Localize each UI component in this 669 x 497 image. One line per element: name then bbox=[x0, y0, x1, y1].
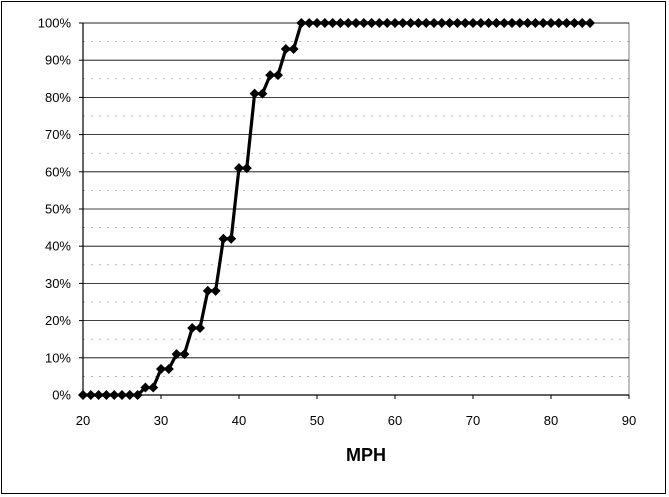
y-tick-label: 90% bbox=[45, 53, 71, 68]
y-tick-label: 80% bbox=[45, 90, 71, 105]
data-point-marker bbox=[390, 18, 400, 28]
x-axis-title: MPH bbox=[346, 445, 386, 465]
data-point-marker bbox=[202, 285, 213, 296]
data-point-marker bbox=[312, 18, 322, 28]
data-point-marker bbox=[226, 233, 237, 244]
data-point-marker bbox=[546, 18, 556, 28]
data-point-marker bbox=[468, 18, 478, 28]
data-point-marker bbox=[499, 18, 510, 28]
data-point-marker bbox=[351, 18, 361, 28]
data-point-marker bbox=[85, 390, 96, 400]
y-axis-tick-labels: 0% 10% 20% 30% 40% 50% 60% 70% 80% 90% 100% bbox=[38, 16, 83, 403]
data-point-marker bbox=[319, 18, 330, 28]
data-point-marker bbox=[109, 390, 120, 400]
data-point-marker bbox=[436, 18, 447, 28]
data-point-marker bbox=[327, 18, 338, 28]
data-point-marker bbox=[374, 18, 385, 28]
data-point-marker bbox=[522, 18, 533, 28]
data-point-marker bbox=[483, 18, 494, 28]
x-tick-label: 20 bbox=[76, 413, 90, 428]
data-point-marker bbox=[304, 18, 315, 28]
data-point-marker bbox=[257, 88, 268, 99]
data-point-marker bbox=[530, 18, 541, 28]
data-point-marker bbox=[187, 323, 198, 334]
x-tick-label: 80 bbox=[544, 413, 558, 428]
data-point-marker bbox=[148, 382, 159, 393]
data-point-marker bbox=[475, 18, 486, 28]
data-point-marker bbox=[249, 88, 260, 99]
data-point-marker bbox=[171, 349, 182, 360]
data-point-marker bbox=[405, 18, 416, 28]
data-point-marker bbox=[78, 390, 88, 400]
data-point-marker bbox=[553, 18, 564, 28]
data-point-marker bbox=[218, 233, 229, 244]
data-point-marker bbox=[179, 349, 190, 360]
data-point-marker bbox=[132, 390, 143, 400]
data-point-marker bbox=[265, 70, 276, 81]
data-point-marker bbox=[93, 390, 104, 400]
x-tick-label: 50 bbox=[310, 413, 324, 428]
x-tick-label: 70 bbox=[466, 413, 480, 428]
data-point-marker bbox=[358, 18, 369, 28]
data-point-marker bbox=[507, 18, 517, 28]
data-point-marker bbox=[421, 18, 432, 28]
data-point-marker bbox=[397, 18, 408, 28]
data-point-marker bbox=[538, 18, 549, 28]
gridlines bbox=[82, 22, 629, 396]
data-point-marker bbox=[577, 18, 588, 28]
x-tick-label: 90 bbox=[622, 413, 636, 428]
x-axis-tick-labels: 20 30 40 50 60 70 80 90 bbox=[76, 395, 636, 428]
data-point-marker bbox=[491, 18, 502, 28]
data-point-marker bbox=[366, 18, 377, 28]
data-point-marker bbox=[514, 18, 525, 28]
y-tick-label: 100% bbox=[38, 16, 72, 31]
data-point-marker bbox=[288, 44, 299, 55]
series-markers bbox=[78, 18, 595, 400]
x-tick-label: 30 bbox=[154, 413, 168, 428]
data-point-marker bbox=[241, 163, 252, 174]
x-tick-label: 60 bbox=[388, 413, 402, 428]
data-point-marker bbox=[569, 18, 580, 28]
y-tick-label: 10% bbox=[45, 350, 71, 365]
data-point-marker bbox=[273, 70, 283, 81]
y-tick-label: 70% bbox=[45, 127, 71, 142]
data-point-marker bbox=[452, 18, 463, 28]
data-point-marker bbox=[444, 18, 455, 28]
data-point-marker bbox=[140, 382, 151, 393]
y-tick-label: 20% bbox=[45, 313, 71, 328]
y-tick-label: 30% bbox=[45, 276, 71, 291]
y-tick-label: 0% bbox=[52, 388, 71, 403]
data-point-marker bbox=[234, 163, 244, 174]
data-point-marker bbox=[460, 18, 471, 28]
data-point-marker bbox=[343, 18, 354, 28]
data-point-marker bbox=[382, 18, 393, 28]
x-tick-label: 40 bbox=[232, 413, 246, 428]
data-point-marker bbox=[280, 44, 291, 55]
y-tick-label: 60% bbox=[45, 164, 71, 179]
data-point-marker bbox=[561, 18, 572, 28]
data-point-marker bbox=[210, 285, 221, 296]
data-point-marker bbox=[163, 363, 174, 374]
y-tick-label: 40% bbox=[45, 239, 71, 254]
y-tick-label: 50% bbox=[45, 202, 71, 217]
data-point-marker bbox=[124, 390, 135, 400]
data-point-marker bbox=[117, 390, 127, 400]
data-point-marker bbox=[335, 18, 346, 28]
data-point-marker bbox=[156, 363, 166, 374]
data-point-marker bbox=[429, 18, 439, 28]
data-point-marker bbox=[101, 390, 112, 400]
data-point-marker bbox=[296, 18, 307, 28]
data-point-marker bbox=[195, 323, 205, 334]
data-point-marker bbox=[585, 18, 595, 28]
data-point-marker bbox=[413, 18, 424, 28]
